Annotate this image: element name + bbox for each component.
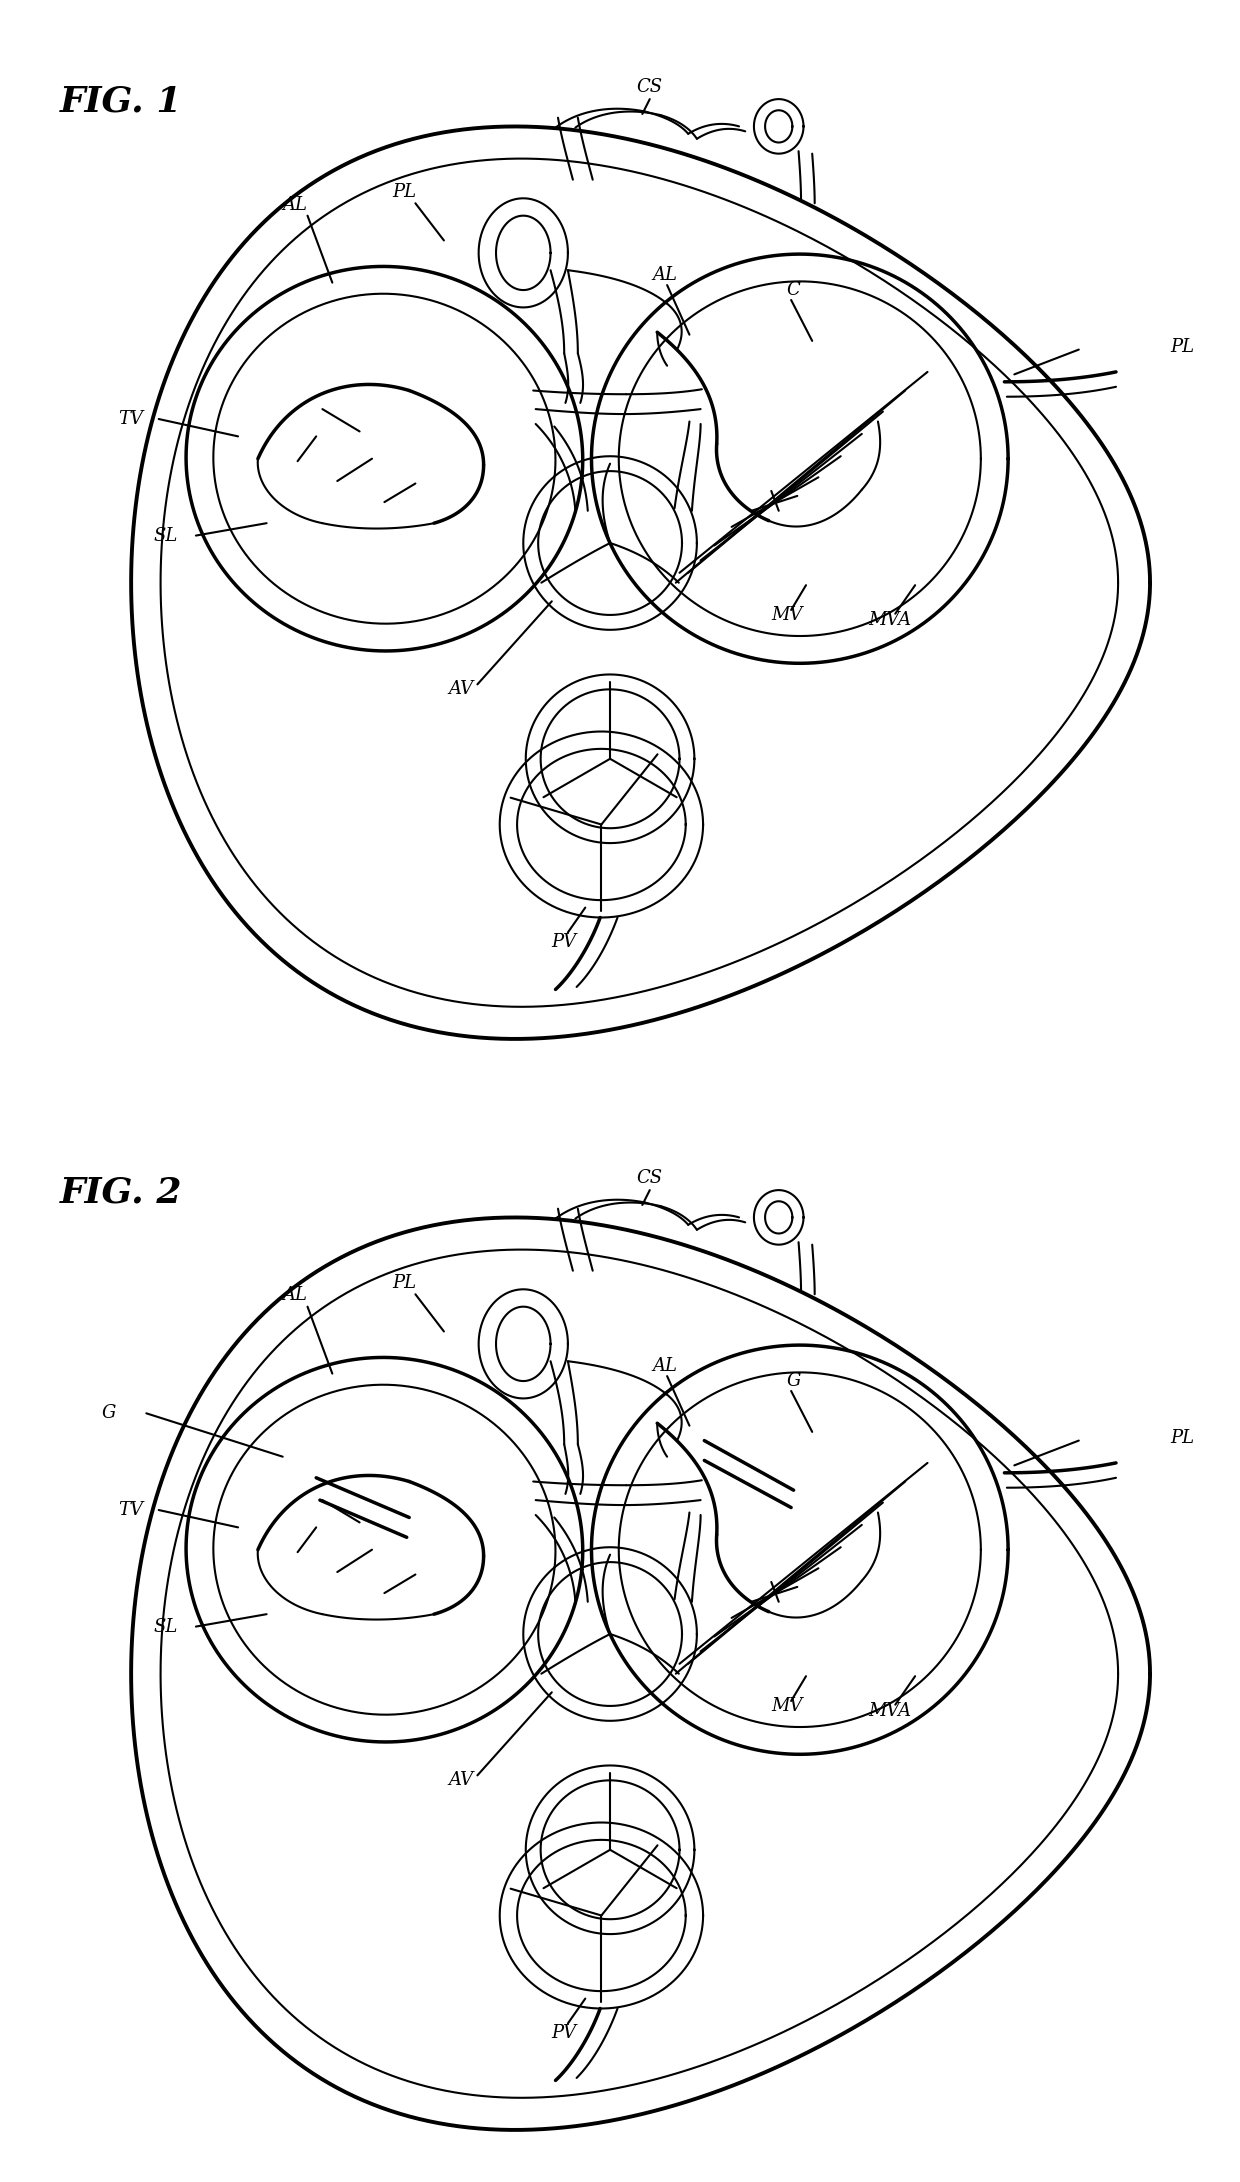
Text: MVA: MVA (869, 611, 911, 628)
Text: FIG. 2: FIG. 2 (60, 1176, 182, 1209)
Text: CS: CS (636, 79, 663, 96)
Text: SL: SL (154, 526, 179, 546)
Text: AL: AL (283, 1287, 308, 1305)
Text: G: G (786, 1372, 801, 1390)
Text: FIG. 1: FIG. 1 (60, 85, 182, 118)
Text: AL: AL (652, 266, 677, 284)
Text: C: C (786, 281, 801, 299)
Text: AL: AL (652, 1357, 677, 1375)
Text: AL: AL (283, 196, 308, 214)
Text: TV: TV (118, 410, 143, 428)
Text: PL: PL (1171, 338, 1194, 356)
Text: PV: PV (552, 2025, 577, 2042)
Text: G: G (102, 1405, 117, 1423)
Text: AV: AV (449, 681, 474, 698)
Text: CS: CS (636, 1170, 663, 1187)
Text: PL: PL (1171, 1429, 1194, 1447)
Text: AV: AV (449, 1772, 474, 1789)
Text: MVA: MVA (869, 1702, 911, 1719)
Text: PL: PL (392, 1274, 417, 1292)
Text: MV: MV (771, 607, 804, 624)
Text: PL: PL (392, 183, 417, 201)
Text: MV: MV (771, 1698, 804, 1715)
Text: PV: PV (552, 934, 577, 951)
Text: SL: SL (154, 1617, 179, 1636)
Text: TV: TV (118, 1501, 143, 1519)
